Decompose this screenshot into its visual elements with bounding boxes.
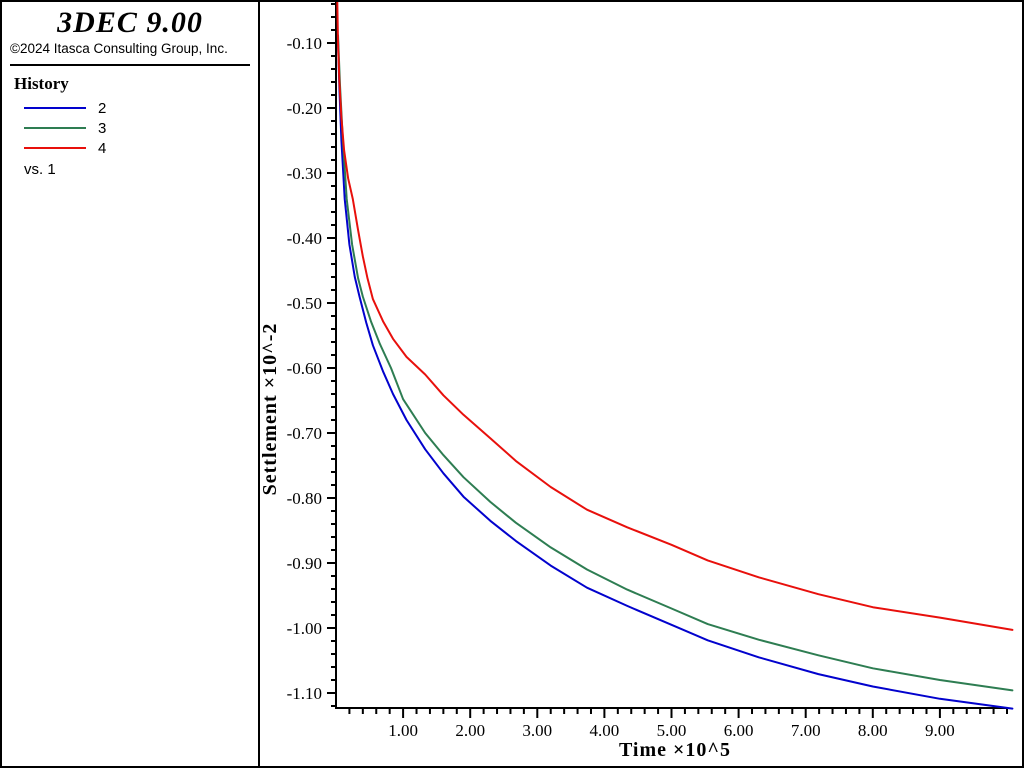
legend-title: History: [14, 74, 69, 93]
plot-axes-and-curves: -0.10 -0.20 -0.30 -0.40 -0.50 -0.60 -0.70 -0.80…: [287, 2, 1014, 740]
legend-item-history-3: 3: [2, 118, 258, 138]
sidebar: 3DEC 9.00 ©2024 Itasca Consulting Group,…: [2, 2, 260, 766]
tick-label: -0.30: [287, 164, 322, 183]
legend-item-label: 4: [98, 139, 107, 157]
tick-label: 3.00: [522, 721, 552, 740]
legend-item-label: 3: [98, 119, 107, 137]
tick-label: -0.20: [287, 99, 322, 118]
legend-vs-label: vs. 1: [24, 161, 56, 178]
history-curve-3: [337, 34, 1014, 692]
tick-label: 8.00: [858, 721, 888, 740]
chart-panel: -0.10 -0.20 -0.30 -0.40 -0.50 -0.60 -0.70 -0.80…: [260, 2, 1022, 766]
tick-label: -1.10: [287, 684, 322, 703]
legend-line-swatch: [24, 127, 86, 129]
settlement-time-chart[interactable]: -0.10 -0.20 -0.30 -0.40 -0.50 -0.60 -0.70 -0.80…: [260, 2, 1022, 766]
legend-item-history-4: 4: [2, 138, 258, 158]
tick-label: -0.60: [287, 359, 322, 378]
history-curve-4: [336, 2, 1014, 631]
tick-label: -0.80: [287, 489, 322, 508]
tick-label: 6.00: [724, 721, 754, 740]
tick-label: 2.00: [455, 721, 485, 740]
tick-label: -0.40: [287, 229, 322, 248]
tick-label: -0.70: [287, 424, 322, 443]
history-curve-2: [337, 38, 1014, 710]
x-axis-title: Time ×10^5: [619, 739, 731, 761]
tick-label: 9.00: [925, 721, 955, 740]
tick-label: -1.00: [287, 619, 322, 638]
legend-item-label: 2: [98, 99, 107, 117]
app-title: 3DEC 9.00: [57, 6, 203, 39]
tick-label: 4.00: [590, 721, 620, 740]
sidebar-divider: [10, 64, 250, 66]
legend-line-swatch: [24, 147, 86, 149]
legend-line-swatch: [24, 107, 86, 109]
tick-label: 5.00: [657, 721, 687, 740]
tick-label: -0.10: [287, 34, 322, 53]
history-legend: 2 3 4: [2, 98, 258, 158]
y-axis-title: Settlement ×10^-2: [260, 323, 281, 496]
legend-item-history-2: 2: [2, 98, 258, 118]
tick-label: 7.00: [791, 721, 821, 740]
tick-label: 1.00: [388, 721, 418, 740]
tick-label: -0.90: [287, 554, 322, 573]
tick-label: -0.50: [287, 294, 322, 313]
copyright-text: ©2024 Itasca Consulting Group, Inc.: [10, 41, 228, 56]
